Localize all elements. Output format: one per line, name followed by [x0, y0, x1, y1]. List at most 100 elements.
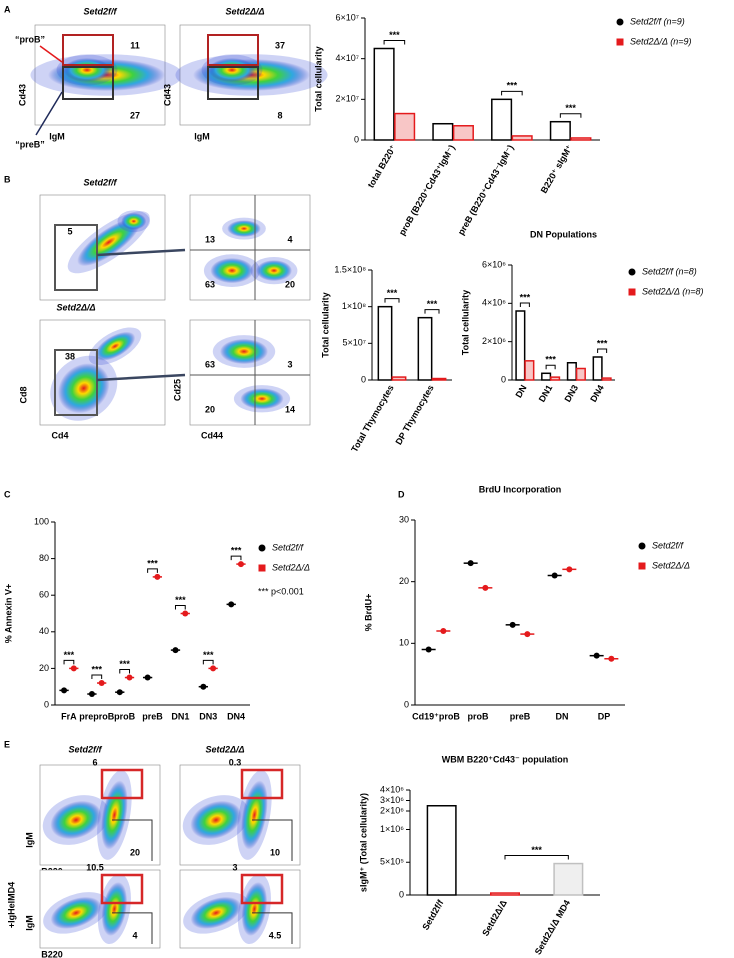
quadrant-percent: 20 [205, 404, 215, 414]
chart-title: BrdU Incorporation [479, 484, 562, 494]
significance-label: *** [175, 595, 186, 605]
dot [566, 566, 573, 573]
significance-label: *** [520, 292, 531, 302]
significance-label: *** [531, 845, 542, 855]
density-blob [240, 388, 284, 410]
density-blob [256, 260, 292, 282]
y-tick-label: 0 [44, 699, 49, 709]
legend-marker [628, 288, 636, 296]
y-tick-label: 5×10⁵ [380, 857, 404, 867]
significance-label: *** [387, 288, 398, 298]
legend-marker [638, 542, 646, 550]
y-axis-label: Cd43 [162, 84, 172, 106]
igm-percent: 3 [232, 862, 237, 872]
bar [592, 356, 603, 381]
dot [126, 674, 133, 681]
dot [70, 665, 77, 672]
x-axis-label: Cd44 [201, 430, 223, 440]
significance-bracket [147, 568, 158, 573]
quadrant-percent: 14 [285, 404, 295, 414]
gate-igm [100, 768, 144, 800]
density-blob [94, 331, 136, 361]
arrow [35, 91, 63, 136]
gate-igm [240, 873, 284, 905]
significance-bracket [91, 674, 103, 680]
y-axis-label: IgM [24, 832, 34, 848]
x-tick-label: DN [556, 711, 569, 721]
legend-label: Setd2Δ/Δ [652, 560, 690, 570]
legend-marker [258, 564, 266, 572]
bar [570, 137, 592, 141]
density-blob [208, 58, 256, 82]
x-tick-label: DN3 [562, 383, 580, 404]
y-tick-label: 2×10⁷ [335, 94, 359, 104]
y-tick-label: 3×10⁶ [380, 795, 404, 805]
bar [373, 47, 395, 141]
arrow [96, 248, 186, 257]
proB-gate-name: “proB” [15, 34, 45, 44]
dot [608, 655, 615, 662]
y-axis-label: Cd43 [17, 84, 27, 106]
dot [210, 665, 217, 672]
genotype-label: Setd2f/f [83, 177, 117, 187]
x-tick-label: DN1 [171, 711, 189, 721]
density-blob [190, 896, 242, 929]
panel-letter: B [4, 174, 11, 184]
significance-label: *** [203, 650, 214, 660]
legend-label: Setd2f/f [272, 542, 305, 552]
legend-marker [628, 268, 636, 276]
b220-percent: 20 [130, 847, 140, 857]
y-tick-label: 6×10⁷ [335, 12, 359, 22]
row-label: +IgHelMD4 [6, 882, 16, 928]
legend-marker [258, 544, 266, 552]
legend-marker [616, 38, 624, 46]
genotype-label: Setd2Δ/Δ [205, 744, 244, 754]
x-tick-label: proB (B220⁺Cd43⁺IgM⁻) [397, 143, 457, 237]
legend-label: Setd2Δ/Δ [272, 562, 310, 572]
y-tick-label: 100 [34, 516, 49, 526]
bar [490, 892, 520, 896]
significance-label: *** [119, 659, 130, 669]
legend-note: *** p<0.001 [258, 586, 304, 596]
flow-plot-frame [189, 319, 311, 426]
y-tick-label: 30 [399, 514, 409, 524]
x-tick-label: DN4 [227, 711, 245, 721]
bar [549, 120, 571, 141]
x-tick-label: DN3 [199, 711, 217, 721]
quadrant-percent: 4 [287, 234, 292, 244]
gate-proB [62, 34, 114, 66]
y-tick-label: 0 [404, 699, 409, 709]
significance-bracket [63, 659, 75, 665]
significance-bracket [559, 113, 582, 118]
y-tick-label: 4×10⁷ [335, 53, 359, 63]
density-blob [190, 800, 242, 840]
y-tick-label: 1×10⁶ [380, 824, 404, 834]
gate-b220 [112, 819, 153, 861]
igm-percent: 10.5 [86, 862, 104, 872]
significance-bracket [174, 605, 186, 610]
x-tick-label: Setd2f/f [420, 897, 446, 931]
density-blob [63, 58, 111, 82]
y-tick-label: 0 [354, 134, 359, 144]
significance-bracket [504, 855, 569, 860]
panel-letter: E [4, 739, 10, 749]
significance-bracket [384, 298, 400, 303]
y-tick-label: 4×10⁶ [380, 784, 404, 794]
dot [200, 683, 207, 690]
bar [601, 377, 612, 381]
dot [593, 652, 600, 659]
legend-label: Setd2f/f (n=9) [630, 16, 685, 26]
significance-label: *** [597, 338, 608, 348]
dot [61, 687, 68, 694]
arrow [96, 373, 186, 382]
quadrant-percent: 13 [205, 234, 215, 244]
dot [482, 584, 489, 591]
dot [98, 680, 105, 687]
bar [566, 362, 577, 381]
y-tick-label: 80 [39, 553, 49, 563]
significance-bracket [383, 40, 406, 45]
legend-label: Setd2f/f [652, 540, 685, 550]
quadrant-percent: 20 [285, 279, 295, 289]
legend-label: Setd2f/f (n=8) [642, 266, 697, 276]
